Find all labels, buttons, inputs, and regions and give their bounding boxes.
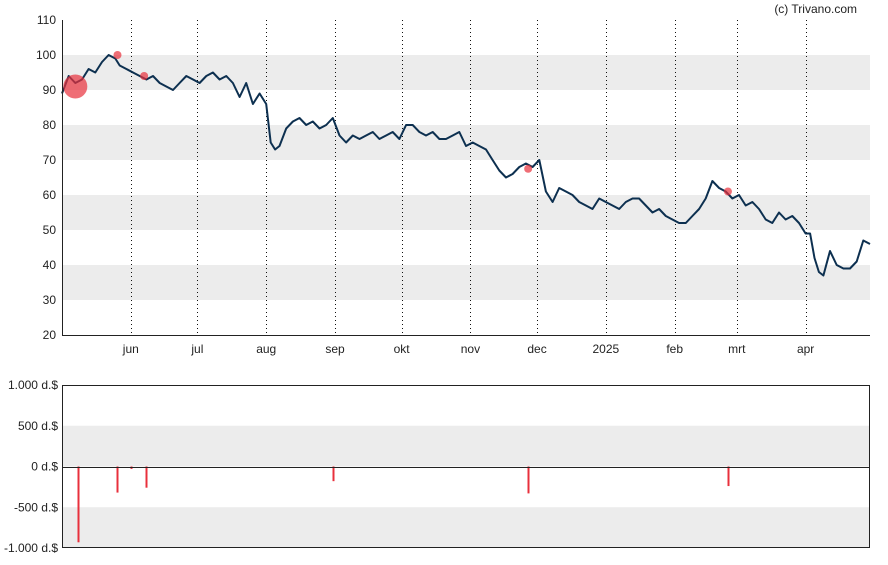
price-x-tick-label: apr <box>797 342 814 356</box>
insider-band <box>62 507 870 548</box>
price-y-tick-label: 100 <box>36 48 56 62</box>
insider-marker-layer <box>63 51 732 196</box>
insider-marker <box>113 51 122 59</box>
price-x-tick-label: okt <box>394 342 411 356</box>
insider-marker <box>63 74 88 99</box>
insider-y-tick-label: 1.000 d.$ <box>8 378 58 392</box>
price-x-tick-label: dec <box>527 342 546 356</box>
price-y-tick-label: 30 <box>43 293 57 307</box>
price-chart-x-ticks: jun jul aug sep okt nov dec 2025 feb mrt apr <box>122 342 814 356</box>
price-x-tick-label: nov <box>461 342 480 356</box>
price-x-tick-label: feb <box>666 342 683 356</box>
price-y-tick-label: 70 <box>43 153 57 167</box>
insider-marker <box>524 164 533 173</box>
insider-chart-y-ticks: 1.000 d.$ 500 d.$ 0 d.$ -500 d.$ -1.000 d.$ <box>4 378 58 555</box>
price-y-tick-label: 20 <box>43 328 57 342</box>
price-band <box>62 55 870 90</box>
insider-band <box>62 425 870 467</box>
price-y-tick-label: 80 <box>43 118 57 132</box>
insider-marker <box>140 72 149 80</box>
price-band <box>62 195 870 230</box>
price-y-tick-label: 90 <box>43 83 57 97</box>
price-x-tick-label: jul <box>190 342 203 356</box>
price-line <box>61 54 871 277</box>
insider-chart-axes <box>62 385 870 548</box>
price-chart-y-ticks: 20 30 40 50 60 70 80 90 100 110 <box>36 13 56 342</box>
price-y-tick-label: 60 <box>43 188 57 202</box>
price-x-tick-label: jun <box>122 342 139 356</box>
price-band <box>62 265 870 300</box>
price-band <box>62 125 870 160</box>
insider-y-tick-label: 500 d.$ <box>18 419 58 433</box>
price-x-tick-label: sep <box>325 342 345 356</box>
insider-y-tick-label: 0 d.$ <box>31 460 58 474</box>
insider-y-tick-label: -1.000 d.$ <box>4 541 58 555</box>
credit-label: (c) Trivano.com <box>774 2 857 16</box>
price-x-tick-label: 2025 <box>592 342 619 356</box>
price-y-tick-label: 40 <box>43 258 57 272</box>
insider-chart-bands <box>62 425 870 548</box>
insider-chart-frame <box>62 385 870 548</box>
price-y-tick-label: 50 <box>43 223 57 237</box>
price-y-tick-label: 110 <box>37 13 56 27</box>
price-line-layer <box>61 54 871 277</box>
price-chart-axes <box>62 20 870 336</box>
price-x-tick-label: aug <box>256 342 276 356</box>
price-x-tick-label: mrt <box>728 342 746 356</box>
insider-y-tick-label: -500 d.$ <box>14 500 58 514</box>
insider-marker <box>723 187 732 196</box>
price-chart-bands <box>62 55 870 300</box>
